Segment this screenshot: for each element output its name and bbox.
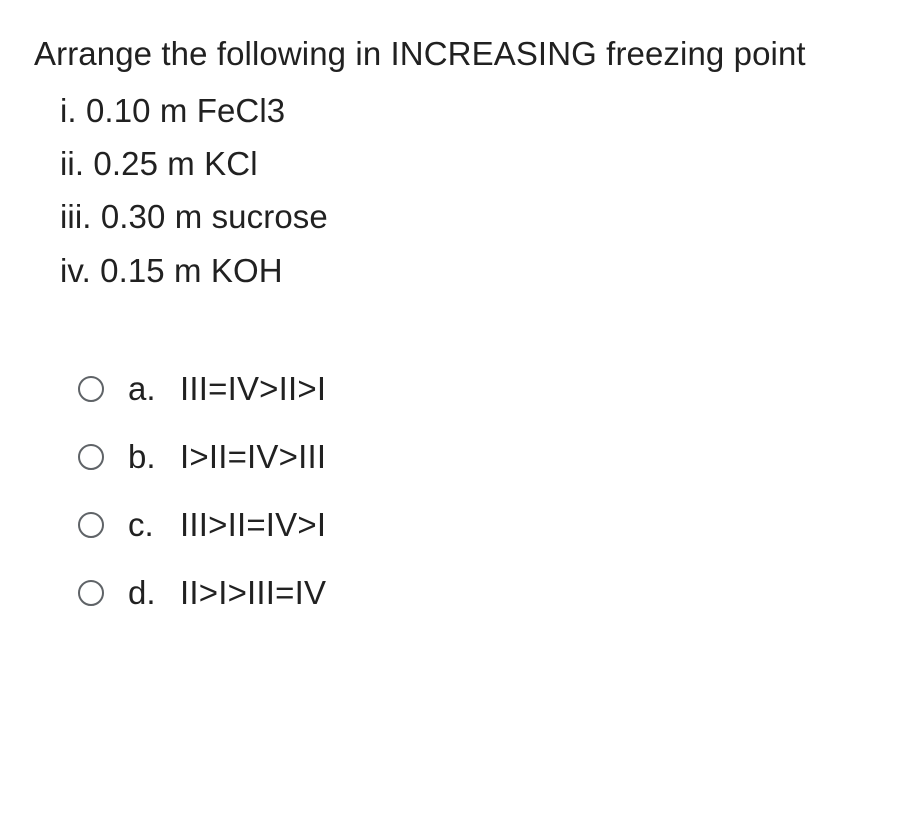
radio-icon [78, 580, 104, 606]
question-block: Arrange the following in INCREASING free… [0, 0, 922, 662]
radio-icon [78, 376, 104, 402]
options-list: a. III=IV>II>I b. I>II=IV>III c. III>II=… [78, 370, 888, 612]
stem-item-2: ii. 0.25 m KCl [60, 138, 888, 189]
option-d[interactable]: d. II>I>III=IV [78, 574, 888, 612]
option-text: II>I>III=IV [180, 574, 326, 612]
question-stem: Arrange the following in INCREASING free… [34, 28, 888, 296]
stem-item-3: iii. 0.30 m sucrose [60, 191, 888, 242]
stem-item-1: i. 0.10 m FeCl3 [60, 85, 888, 136]
option-b[interactable]: b. I>II=IV>III [78, 438, 888, 476]
option-letter: a. [128, 370, 180, 408]
question-prompt: Arrange the following in INCREASING free… [34, 28, 888, 79]
option-letter: c. [128, 506, 180, 544]
stem-item-4: iv. 0.15 m KOH [60, 245, 888, 296]
option-text: III=IV>II>I [180, 370, 326, 408]
radio-icon [78, 444, 104, 470]
option-letter: d. [128, 574, 180, 612]
option-text: I>II=IV>III [180, 438, 326, 476]
option-c[interactable]: c. III>II=IV>I [78, 506, 888, 544]
radio-icon [78, 512, 104, 538]
option-letter: b. [128, 438, 180, 476]
option-text: III>II=IV>I [180, 506, 326, 544]
option-a[interactable]: a. III=IV>II>I [78, 370, 888, 408]
